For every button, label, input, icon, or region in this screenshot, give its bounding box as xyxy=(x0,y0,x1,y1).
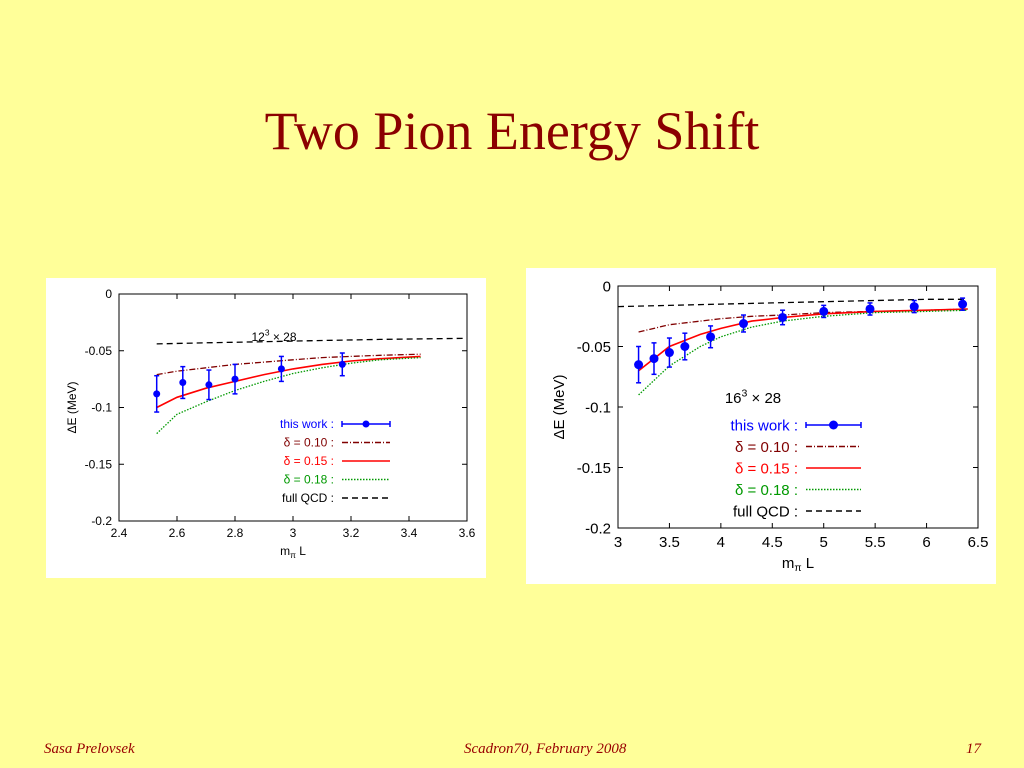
data-point xyxy=(778,312,788,322)
x-tick-label: 2.8 xyxy=(227,526,244,540)
series-full-qcd-line xyxy=(156,337,468,345)
legend-label: δ = 0.18 : xyxy=(735,482,798,499)
data-point xyxy=(649,354,659,364)
x-tick-label: 5.5 xyxy=(865,534,886,551)
legend-label: δ = 0.15 : xyxy=(284,454,334,468)
legend-sample-marker xyxy=(829,420,838,430)
y-axis-label: ΔE (MeV) xyxy=(551,374,568,439)
footer-event: Scadron70, February 2008 xyxy=(464,741,627,757)
plot-area xyxy=(118,293,468,522)
data-point xyxy=(277,365,285,373)
plot-area xyxy=(617,285,979,529)
data-point xyxy=(338,360,346,368)
x-tick-label: 6.5 xyxy=(968,534,989,551)
series-delta-018-line xyxy=(156,356,421,435)
series-delta-015-line xyxy=(156,355,421,409)
legend-sample-marker xyxy=(362,420,370,428)
legend-label: δ = 0.10 : xyxy=(284,436,334,450)
slide-title: Two Pion Energy Shift xyxy=(264,101,760,161)
lattice-size-annotation: 123 × 28 xyxy=(251,328,296,344)
x-tick-label: 3.5 xyxy=(659,534,680,551)
footer-author: Sasa Prelovsek xyxy=(44,741,135,757)
data-point xyxy=(706,332,716,342)
y-axis-label: ΔE (MeV) xyxy=(65,381,79,433)
y-tick-label: -0.2 xyxy=(585,520,611,537)
x-axis-label: mπ L xyxy=(782,555,814,574)
y-tick-label: 0 xyxy=(105,287,112,301)
footer-page-number: 17 xyxy=(966,741,981,757)
data-point xyxy=(664,348,674,358)
data-point xyxy=(205,381,213,389)
y-tick-label: 0 xyxy=(603,278,611,295)
data-point xyxy=(909,302,919,312)
legend-label: full QCD : xyxy=(282,491,334,505)
legend-label: this work : xyxy=(280,417,334,431)
x-tick-label: 4 xyxy=(717,534,725,551)
x-tick-label: 4.5 xyxy=(762,534,783,551)
y-tick-label: -0.1 xyxy=(91,401,112,415)
x-tick-label: 3.4 xyxy=(401,526,418,540)
legend-label: δ = 0.10 : xyxy=(735,439,798,456)
data-point xyxy=(231,375,239,383)
data-point xyxy=(865,304,875,314)
data-point xyxy=(958,299,968,309)
x-tick-label: 3.2 xyxy=(343,526,360,540)
y-tick-label: -0.05 xyxy=(577,339,611,356)
x-tick-label: 3.6 xyxy=(459,526,476,540)
x-tick-label: 5 xyxy=(820,534,828,551)
lattice-size-annotation: 163 × 28 xyxy=(725,387,781,407)
legend-label: full QCD : xyxy=(733,503,798,520)
x-tick-label: 6 xyxy=(922,534,930,551)
data-point xyxy=(153,390,161,398)
legend-label: δ = 0.15 : xyxy=(735,460,798,477)
series-delta-010-line xyxy=(638,308,968,333)
data-point xyxy=(179,379,187,387)
x-axis-label: mπ L xyxy=(280,544,306,560)
legend-label: δ = 0.18 : xyxy=(284,473,334,487)
series-full-qcd-line xyxy=(617,298,968,308)
data-point xyxy=(819,306,829,316)
chart-16x28: 3 3.5 4 4.5 5 5.5 6 6.5 0 -0.05 -0.1 -0.15 -0.2 mπ L Δ… xyxy=(526,268,996,584)
data-point xyxy=(634,360,644,370)
data-point xyxy=(680,342,690,351)
x-tick-label: 2.6 xyxy=(169,526,186,540)
data-point xyxy=(738,319,748,329)
y-tick-label: -0.15 xyxy=(85,457,113,471)
y-tick-label: -0.15 xyxy=(577,460,611,477)
x-tick-label: 3 xyxy=(614,534,622,551)
chart-12x28: 2.4 2.6 2.8 3 3.2 3.4 3.6 0 -0.05 -0.1 -0.15 -0.2 mπ… xyxy=(46,278,486,578)
y-tick-label: -0.1 xyxy=(585,399,611,416)
x-tick-label: 2.4 xyxy=(111,526,128,540)
legend-label: this work : xyxy=(730,417,798,434)
y-tick-label: -0.2 xyxy=(91,514,112,528)
x-tick-label: 3 xyxy=(290,526,297,540)
series-delta-018-line xyxy=(638,309,968,396)
y-tick-label: -0.05 xyxy=(85,344,113,358)
series-delta-010-line xyxy=(156,353,421,376)
